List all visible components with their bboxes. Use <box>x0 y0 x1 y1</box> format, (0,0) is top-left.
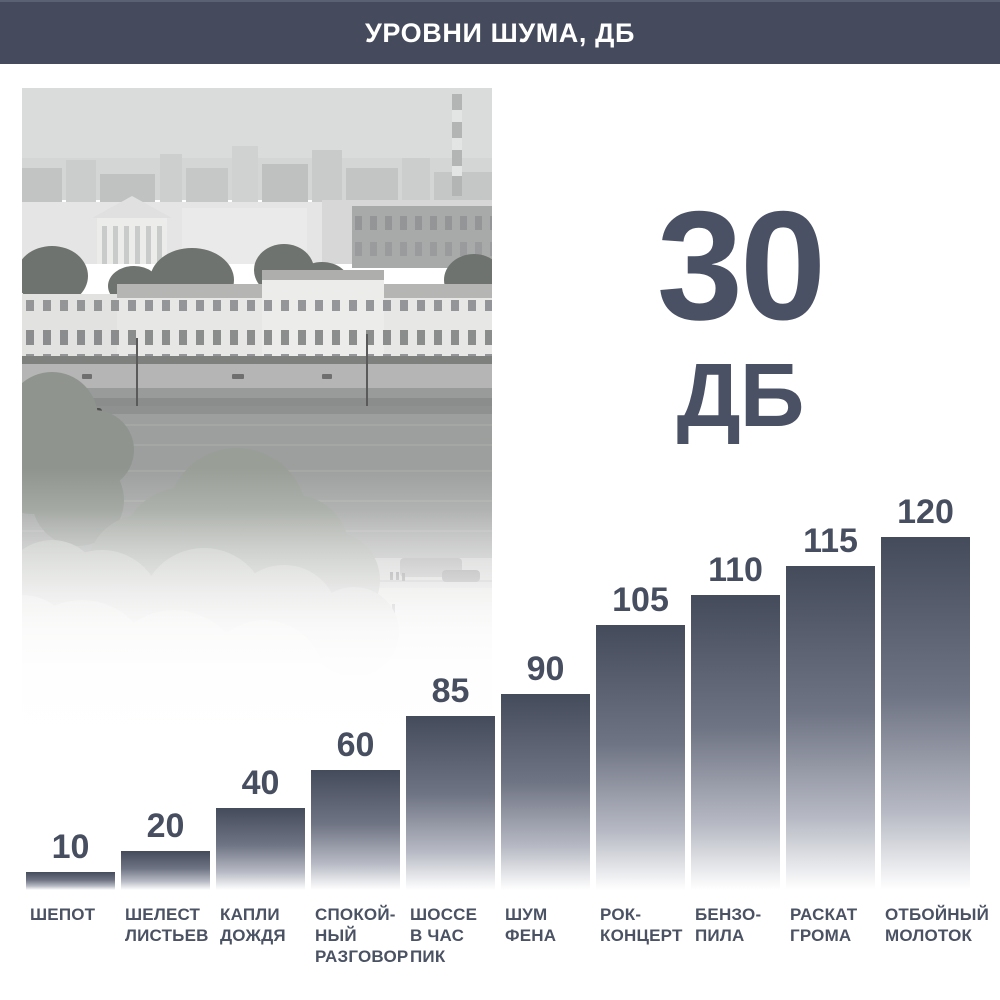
city-photo <box>22 88 492 770</box>
highlight-value: 30 <box>656 179 826 352</box>
bar-value-label: 10 <box>51 828 90 866</box>
bar: 115 <box>786 524 875 890</box>
header-bar: УРОВНИ ШУМА, ДБ <box>0 0 1000 64</box>
bar-value-label: 120 <box>897 493 954 531</box>
bar: 120 <box>881 495 970 890</box>
city-photo-illustration <box>22 88 492 770</box>
bar: 105 <box>596 583 685 890</box>
bar-category-label: ОТБОЙНЫЙ МОЛОТОК <box>885 905 990 945</box>
bar-value-label: 90 <box>526 650 565 688</box>
bar-category-label: ШЕПОТ <box>30 905 96 924</box>
highlight-value-block: 30 ДБ <box>590 188 890 441</box>
bar-value-label: 40 <box>241 764 280 802</box>
bar-category-label: ШУМ ФЕНА <box>505 905 557 945</box>
bar-value-label: 110 <box>708 551 763 589</box>
bar: 60 <box>311 728 400 890</box>
bar-category-label: КАПЛИ ДОЖДЯ <box>220 905 286 945</box>
bar-category-label: СПОКОЙ- НЫЙ РАЗГОВОР <box>315 905 409 966</box>
bar: 110 <box>691 553 780 890</box>
bar-category-label: БЕНЗО- ПИЛА <box>695 905 762 945</box>
bar: 90 <box>501 652 590 890</box>
bar: 20 <box>121 809 210 890</box>
bar-category-label: ШОССЕ В ЧАС ПИК <box>410 905 478 966</box>
bar-category-label: РОК- КОНЦЕРТ <box>600 905 683 945</box>
bar-value-label: 105 <box>612 581 669 619</box>
bar-category-label: РАСКАТ ГРОМА <box>790 905 858 945</box>
highlight-unit: ДБ <box>676 346 805 446</box>
bar: 40 <box>216 766 305 890</box>
bar-value-label: 115 <box>803 522 858 560</box>
bar: 10 <box>26 830 115 890</box>
header-title: УРОВНИ ШУМА, ДБ <box>365 17 635 48</box>
bar-category-label: ШЕЛЕСТ ЛИСТЬЕВ <box>125 905 209 945</box>
bar-value-label: 20 <box>146 807 185 845</box>
